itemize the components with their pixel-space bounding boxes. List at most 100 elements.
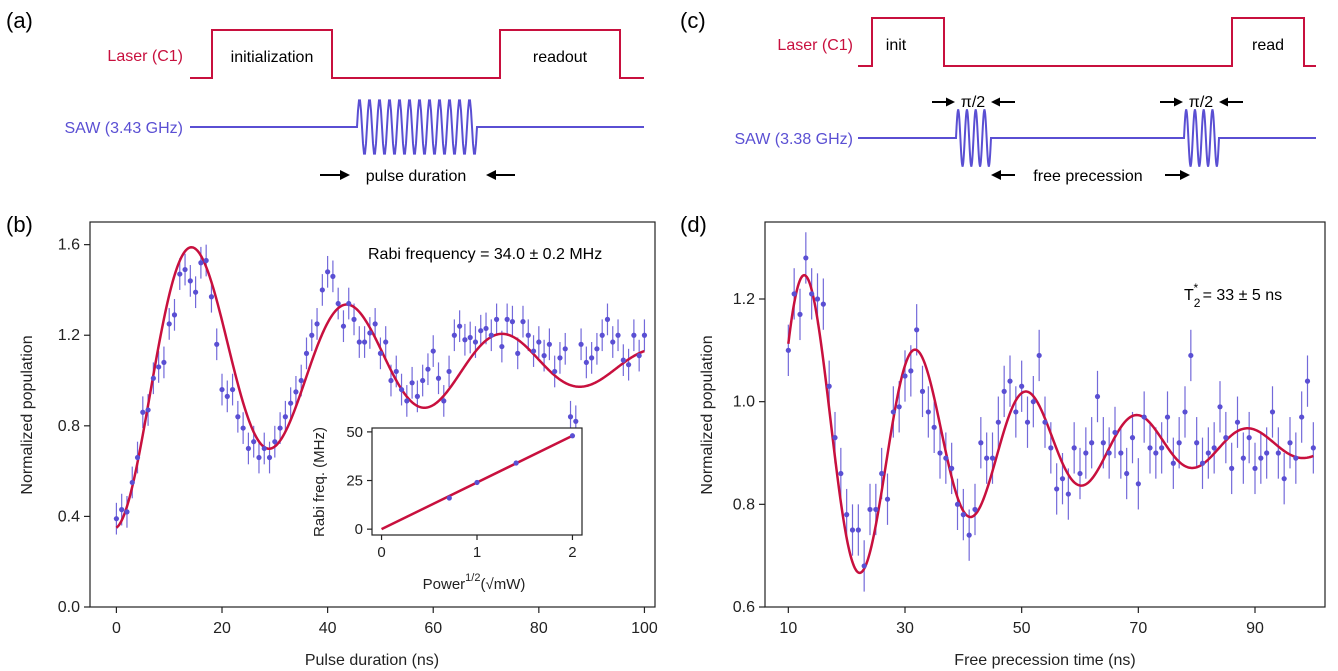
data-point	[1304, 378, 1311, 384]
y-tick-label: 0.8	[58, 418, 80, 435]
data-point	[989, 455, 996, 461]
data-point	[198, 260, 204, 266]
inset-x-tick-label: 0	[377, 544, 385, 561]
t2-sup: *	[1193, 281, 1198, 295]
data-point	[803, 255, 809, 261]
duration-label-a: pulse duration	[366, 168, 467, 185]
data-point	[425, 366, 431, 372]
data-point	[451, 332, 457, 338]
data-point	[335, 300, 341, 307]
data-point	[785, 347, 791, 353]
data-point	[1299, 414, 1305, 420]
inset-xlabel: Power1/2(√mW)	[423, 572, 526, 593]
precession-label-c: free precession	[1033, 168, 1142, 185]
saw-waveform-c	[858, 109, 1316, 167]
panel-label-d: (d)	[680, 212, 707, 237]
laser-label-c: Laser (C1)	[777, 37, 853, 54]
plot-b-annotation: Rabi frequency = 34.0 ± 0.2 MHz	[368, 246, 602, 263]
data-point	[319, 287, 325, 293]
data-point	[493, 316, 500, 322]
data-point	[1100, 440, 1106, 446]
data-point	[171, 312, 178, 318]
pi-half-arrows-1	[932, 97, 1015, 107]
data-point	[303, 350, 310, 356]
laser-waveform-c	[858, 17, 1316, 67]
data-point	[457, 323, 463, 329]
data-point	[1083, 450, 1089, 456]
data-point	[124, 509, 130, 515]
data-point	[919, 388, 926, 394]
saw-label-a: SAW (3.43 GHz)	[64, 120, 183, 137]
duration-arrows-a	[320, 170, 515, 180]
laser-label-a: Laser (C1)	[107, 48, 183, 65]
pi-half-label-1: π/2	[961, 94, 985, 111]
pulse-init-label-c: init	[886, 37, 907, 54]
data-point	[145, 407, 151, 413]
data-point	[1281, 476, 1287, 482]
data-point	[925, 409, 931, 415]
data-point	[1164, 414, 1171, 420]
data-point	[984, 455, 990, 461]
data-point	[383, 339, 389, 345]
data-point	[398, 386, 405, 393]
data-point	[1217, 404, 1223, 410]
data-point	[599, 332, 605, 338]
data-point	[1013, 409, 1019, 415]
data-point	[809, 291, 815, 297]
data-point	[187, 278, 193, 284]
data-point	[1275, 450, 1281, 456]
data-point	[641, 332, 648, 338]
data-point	[372, 321, 378, 327]
data-point	[908, 368, 914, 374]
data-point	[509, 319, 516, 325]
data-point	[594, 346, 600, 352]
data-point	[467, 334, 473, 341]
t2-main: T	[1184, 287, 1194, 304]
data-point	[193, 289, 199, 295]
data-point	[972, 506, 978, 513]
y-tick-label: 0.6	[733, 599, 755, 616]
data-point	[1310, 445, 1316, 451]
plot-d-xlabel: Free precession time (ns)	[954, 652, 1135, 669]
data-point	[791, 291, 797, 297]
data-point	[293, 389, 299, 395]
data-point	[849, 527, 856, 533]
data-point	[377, 350, 384, 356]
inset-ticks: 0 1 2 0 25 50	[346, 424, 576, 561]
data-point	[515, 350, 521, 356]
data-point	[844, 511, 850, 518]
data-point	[1293, 455, 1299, 461]
data-point	[314, 321, 320, 327]
t2-rest: = 33 ± 5 ns	[1198, 287, 1282, 304]
data-point	[1176, 440, 1182, 446]
data-point	[277, 425, 283, 431]
data-point	[483, 325, 489, 332]
data-point	[1106, 450, 1112, 456]
data-point	[472, 339, 479, 345]
data-point	[960, 511, 966, 518]
x-tick-label: 90	[1246, 620, 1264, 637]
x-tick-label: 70	[1129, 620, 1147, 637]
data-point	[129, 479, 135, 486]
pulse-read-label-c: read	[1252, 37, 1284, 54]
data-point	[388, 377, 394, 384]
data-point	[589, 355, 595, 361]
y-tick-label: 1.2	[733, 291, 755, 308]
data-point	[1199, 460, 1206, 466]
data-point	[814, 296, 821, 302]
data-point	[1048, 445, 1054, 451]
data-point	[525, 332, 531, 338]
data-point	[995, 419, 1001, 425]
data-point	[134, 454, 141, 461]
x-tick-label: 40	[319, 620, 337, 637]
data-point	[838, 470, 844, 477]
t2-sub: 2	[1194, 296, 1201, 310]
data-point	[1234, 419, 1241, 425]
data-point	[478, 328, 484, 334]
data-point	[832, 435, 838, 441]
plot-d-frame	[764, 221, 1326, 608]
data-point	[156, 364, 162, 370]
data-point	[890, 409, 896, 415]
data-point	[1159, 445, 1165, 451]
data-point	[140, 409, 146, 415]
